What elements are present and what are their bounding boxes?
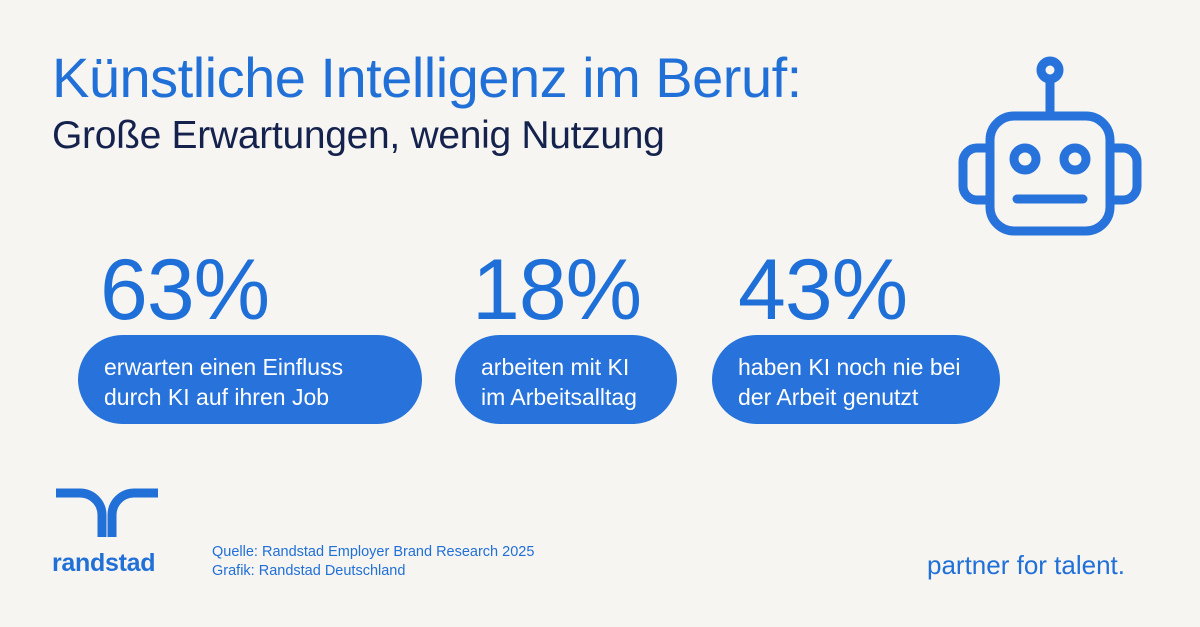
stat-label-1-line1: erwarten einen Einfluss	[104, 354, 344, 380]
stat-value-1: 63%	[100, 242, 270, 338]
robot-icon	[958, 56, 1142, 236]
source-note: Quelle: Randstad Employer Brand Research…	[212, 543, 534, 581]
brand-wordmark: randstad	[52, 549, 156, 577]
randstad-logo-icon	[56, 488, 158, 537]
page-title: Künstliche Intelligenz im Beruf:	[52, 46, 802, 109]
stat-value-2: 18%	[472, 242, 642, 338]
stat-pill-1: erwarten einen Einfluss durch KI auf ihr…	[78, 335, 422, 424]
stat-label-2-line2: im Arbeitsalltag	[481, 384, 637, 410]
page-subtitle: Große Erwartungen, wenig Nutzung	[52, 114, 665, 157]
stat-label-3-line2: der Arbeit genutzt	[738, 384, 919, 410]
stat-label-1-line2: durch KI auf ihren Job	[104, 384, 330, 410]
stat-label-3-line1: haben KI noch nie bei	[738, 354, 961, 380]
stat-pill-2: arbeiten mit KI im Arbeitsalltag	[455, 335, 677, 424]
source-line-1: Quelle: Randstad Employer Brand Research…	[212, 544, 535, 560]
source-line-2: Grafik: Randstad Deutschland	[212, 563, 406, 579]
stat-value-3: 43%	[738, 242, 908, 338]
stat-pill-3: haben KI noch nie bei der Arbeit genutzt	[712, 335, 1000, 424]
tagline: partner for talent.	[927, 550, 1125, 580]
stat-label-2-line1: arbeiten mit KI	[481, 354, 630, 380]
